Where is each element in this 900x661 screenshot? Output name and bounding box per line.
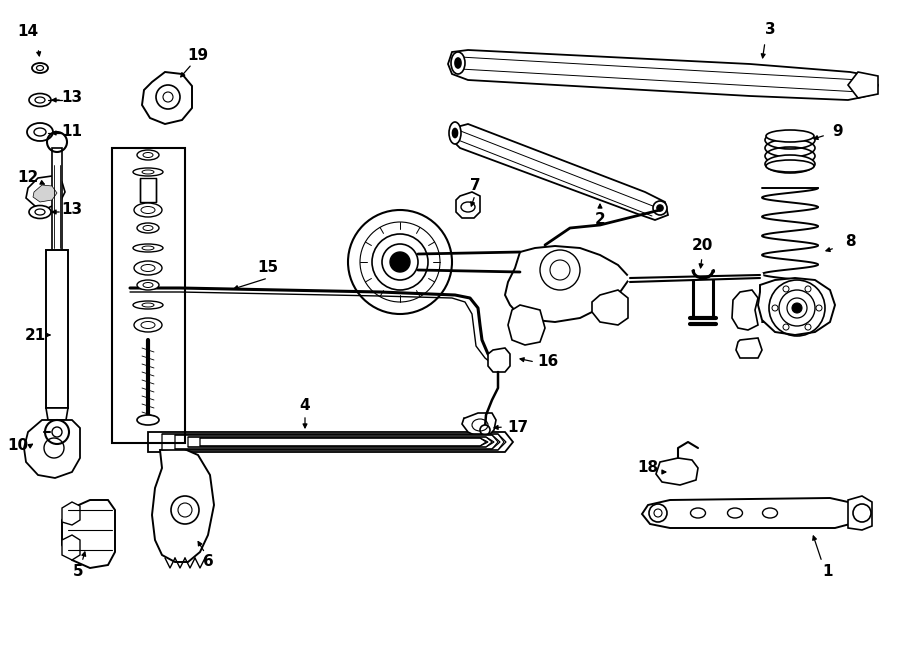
Text: 15: 15 [257, 260, 279, 276]
Text: 3: 3 [765, 22, 775, 38]
Ellipse shape [451, 52, 465, 74]
Polygon shape [508, 305, 545, 345]
Ellipse shape [657, 205, 663, 211]
Polygon shape [24, 420, 80, 478]
Ellipse shape [765, 131, 815, 149]
Polygon shape [642, 498, 856, 528]
Polygon shape [62, 535, 80, 560]
Text: 6: 6 [202, 555, 213, 570]
Text: 2: 2 [595, 212, 606, 227]
Text: 4: 4 [300, 397, 310, 412]
Polygon shape [462, 413, 496, 437]
Ellipse shape [133, 301, 163, 309]
Circle shape [480, 425, 490, 435]
Ellipse shape [133, 244, 163, 252]
Polygon shape [62, 502, 80, 525]
Text: 14: 14 [17, 24, 39, 40]
Polygon shape [46, 250, 68, 408]
Polygon shape [448, 50, 878, 100]
Polygon shape [26, 176, 65, 208]
Text: 10: 10 [7, 438, 29, 453]
Ellipse shape [137, 415, 159, 425]
Circle shape [792, 303, 802, 313]
Ellipse shape [32, 63, 48, 73]
Polygon shape [456, 192, 480, 218]
Polygon shape [450, 124, 668, 220]
Text: 8: 8 [845, 235, 855, 249]
Polygon shape [188, 437, 494, 447]
Polygon shape [148, 432, 513, 452]
Polygon shape [736, 338, 762, 358]
Polygon shape [140, 178, 156, 202]
Ellipse shape [137, 280, 159, 290]
Ellipse shape [449, 122, 461, 144]
Polygon shape [848, 496, 872, 530]
Polygon shape [46, 408, 68, 420]
Ellipse shape [766, 160, 814, 172]
Ellipse shape [765, 155, 815, 173]
Ellipse shape [766, 130, 814, 142]
Polygon shape [732, 290, 758, 330]
Ellipse shape [653, 201, 667, 215]
Text: 16: 16 [537, 354, 559, 369]
Ellipse shape [134, 261, 162, 275]
Ellipse shape [29, 206, 51, 219]
Text: 7: 7 [470, 178, 481, 192]
Polygon shape [152, 448, 214, 562]
Text: 19: 19 [187, 48, 209, 63]
Polygon shape [200, 438, 488, 446]
Ellipse shape [29, 93, 51, 106]
Bar [112, 148, 185, 443]
Polygon shape [175, 435, 500, 449]
Text: 11: 11 [61, 124, 83, 139]
Ellipse shape [134, 203, 162, 217]
Polygon shape [592, 290, 628, 325]
Text: 18: 18 [637, 461, 659, 475]
Ellipse shape [455, 58, 461, 68]
Ellipse shape [27, 123, 53, 141]
Text: 20: 20 [691, 237, 713, 253]
Polygon shape [758, 278, 835, 335]
Polygon shape [162, 434, 506, 450]
Text: 9: 9 [832, 124, 843, 139]
Polygon shape [62, 500, 115, 568]
Text: 17: 17 [508, 420, 528, 434]
Polygon shape [848, 72, 878, 98]
Polygon shape [656, 458, 698, 485]
Text: 13: 13 [61, 89, 83, 104]
Ellipse shape [137, 150, 159, 160]
Text: 5: 5 [73, 564, 84, 580]
Polygon shape [505, 246, 630, 322]
Text: 12: 12 [17, 171, 39, 186]
Polygon shape [418, 251, 520, 273]
Ellipse shape [133, 168, 163, 176]
Polygon shape [52, 148, 62, 252]
Text: 13: 13 [61, 202, 83, 217]
Ellipse shape [453, 128, 457, 137]
Polygon shape [142, 72, 192, 124]
Text: 21: 21 [24, 327, 46, 342]
Polygon shape [33, 185, 57, 202]
Polygon shape [488, 348, 510, 372]
Ellipse shape [134, 318, 162, 332]
Text: 1: 1 [823, 564, 833, 580]
Circle shape [390, 252, 410, 272]
Ellipse shape [137, 223, 159, 233]
